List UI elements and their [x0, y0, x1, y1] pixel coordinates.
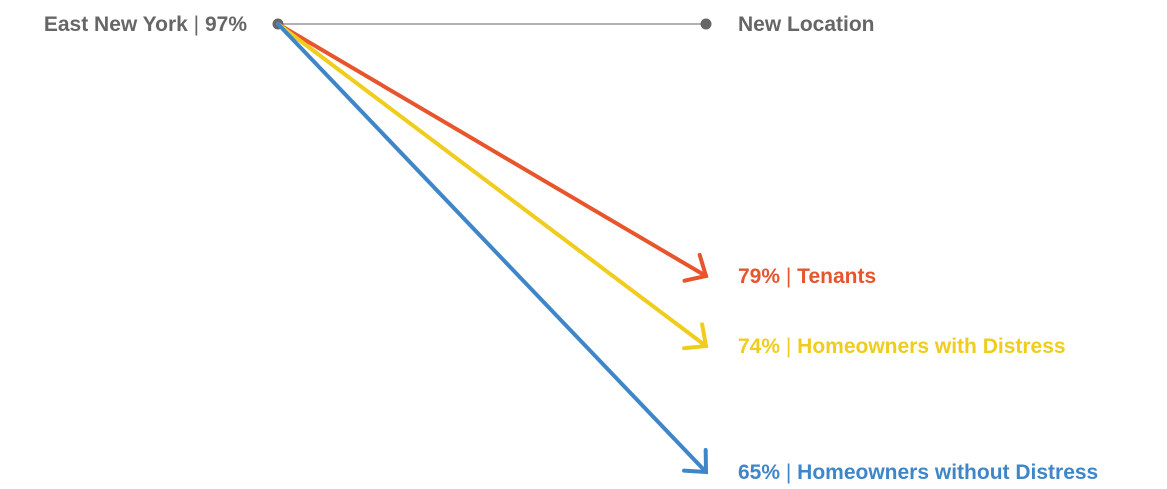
series-value-label: 74%	[738, 335, 786, 358]
start-value-label: 97%	[205, 13, 247, 36]
series-separator: |	[786, 461, 797, 484]
series-separator: |	[786, 265, 797, 288]
start-separator: |	[194, 13, 199, 36]
series-label-tenants: 79% | Tenants	[738, 265, 876, 288]
series-line-homeowners-with-distress	[276, 22, 708, 348]
series-layer: 79% | Tenants 74% | Homeowners with Distr…	[276, 22, 1098, 484]
series-label-homeowners-with-distress: 74% | Homeowners with Distress	[738, 335, 1066, 358]
series-separator: |	[786, 335, 797, 358]
series-value-label: 79%	[738, 265, 786, 288]
series-value-label: 65%	[738, 461, 786, 484]
series-label-homeowners-without-distress: 65% | Homeowners without Distress	[738, 461, 1098, 484]
series-name: Homeowners with Distress	[797, 335, 1065, 358]
end-location-label: New Location	[738, 13, 875, 36]
end-point	[700, 18, 712, 30]
series-arrowhead-tenants	[682, 252, 709, 283]
series-arrowhead-homeowners-without-distress	[682, 448, 709, 475]
series-arrowhead-homeowners-with-distress	[682, 322, 709, 351]
start-location-name: East New York	[44, 13, 188, 36]
series-name: Homeowners without Distress	[797, 461, 1098, 484]
series-name: Tenants	[797, 265, 876, 288]
series-line-tenants	[276, 22, 708, 278]
series-line-homeowners-without-distress	[276, 22, 708, 474]
start-label: East New York | 97%	[44, 13, 247, 36]
